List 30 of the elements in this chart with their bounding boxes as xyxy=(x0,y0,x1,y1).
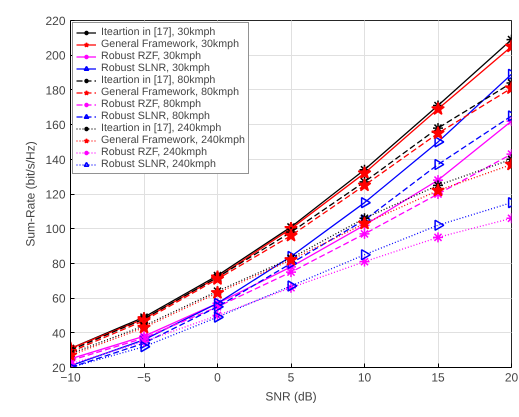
legend-label: Iteartion in [17], 240kmph xyxy=(101,122,222,134)
legend-label: Iteartion in [17], 30kmph xyxy=(101,26,216,38)
y-tick-label: 200 xyxy=(45,48,66,63)
legend-label: Robust SLNR, 80kmph xyxy=(101,110,210,122)
legend-label: Robust RZF, 240kmph xyxy=(101,146,208,158)
y-tick-label: 100 xyxy=(45,222,66,236)
y-tick-label: 140 xyxy=(45,152,66,167)
y-axis-title: Sum-Rate (bit/s/Hz) xyxy=(23,141,38,247)
x-axis-title: SNR (dB) xyxy=(265,390,317,404)
legend-label: Iteartion in [17], 80kmph xyxy=(101,74,216,86)
legend-label: Robust RZF, 30kmph xyxy=(101,50,202,62)
y-tick-label: 120 xyxy=(45,188,66,202)
x-tick-label: 20 xyxy=(504,370,518,384)
legend-label: Robust SLNR, 240kmph xyxy=(101,158,216,170)
x-tick-label: 10 xyxy=(358,370,372,384)
y-tick-label: 60 xyxy=(52,292,66,306)
x-tick-label: 15 xyxy=(431,370,445,384)
y-tick-label: 80 xyxy=(52,256,66,271)
legend-label: General Framework, 30kmph xyxy=(101,38,239,50)
y-tick-label: 40 xyxy=(52,326,66,340)
x-tick-label: −5 xyxy=(137,370,152,384)
y-tick-label: 180 xyxy=(45,83,66,98)
legend-label: Robust SLNR, 30kmph xyxy=(101,62,210,74)
legend-label: General Framework, 80kmph xyxy=(101,86,239,98)
x-tick-label: 5 xyxy=(288,370,295,384)
y-tick-label: 220 xyxy=(45,14,66,28)
legend-label: Robust RZF, 80kmph xyxy=(101,98,202,110)
y-tick-label: 160 xyxy=(45,118,66,132)
x-tick-label: 0 xyxy=(214,370,222,384)
legend-label: General Framework, 240kmph xyxy=(101,134,245,146)
